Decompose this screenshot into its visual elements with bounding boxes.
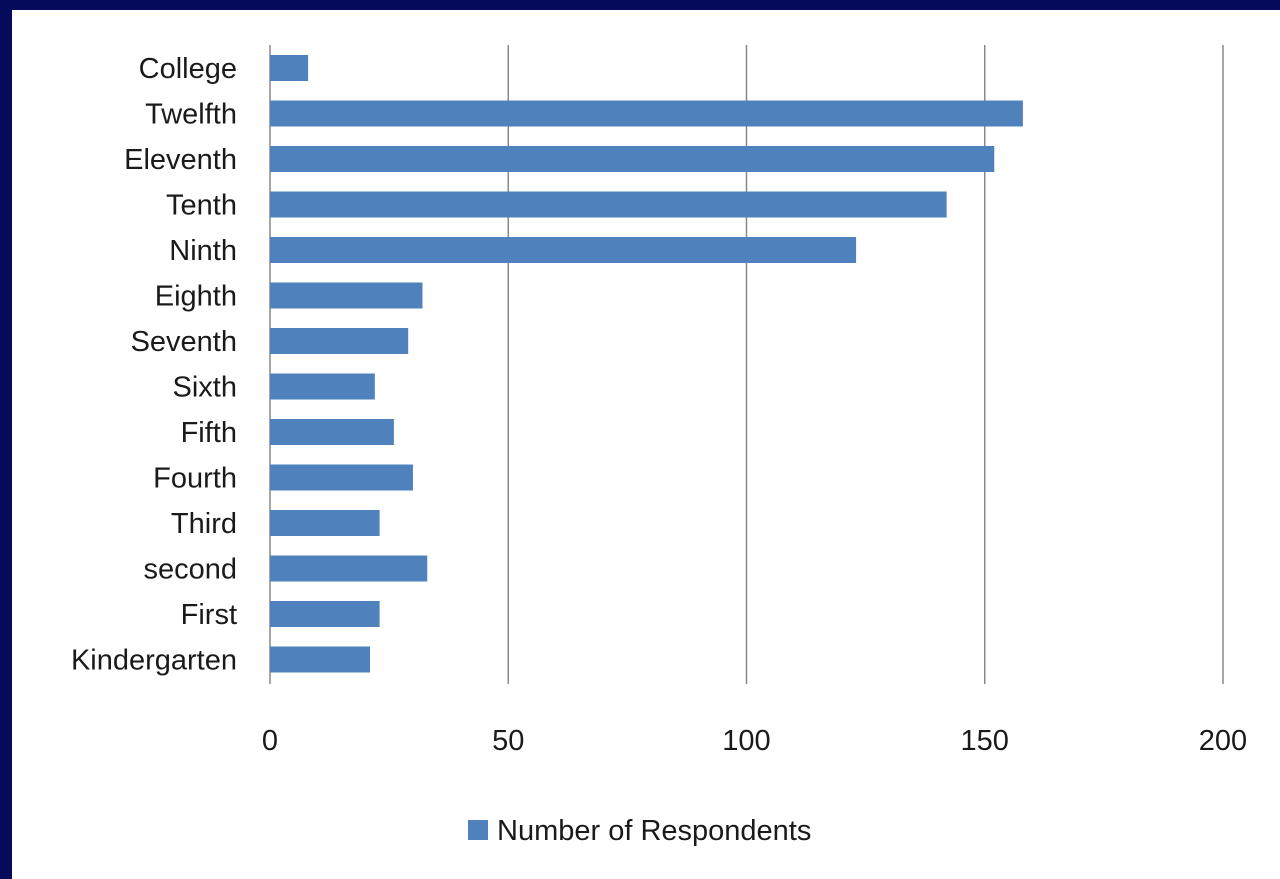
grid-lines (269, 45, 1224, 684)
legend-label: Number of Respondents (497, 815, 811, 847)
bar-kindergarten (270, 646, 371, 673)
category-label-twelfth: Twelfth (145, 99, 237, 131)
bar-tenth (270, 191, 947, 218)
bar-fourth (270, 464, 413, 491)
x-tick-label-150: 150 (961, 725, 1009, 757)
bars (270, 55, 1023, 673)
bar-eighth (270, 282, 423, 309)
category-label-third: Third (171, 508, 237, 540)
bar-eleventh (270, 146, 995, 172)
category-labels: College Twelfth Eleventh Tenth Ninth Eighth Se… (71, 53, 237, 677)
category-label-second: second (143, 554, 237, 586)
legend: Number of Respondents (468, 815, 811, 847)
x-tick-labels: 0 50 100 150 200 (262, 725, 1247, 757)
bar-first (270, 601, 380, 627)
x-tick-label-200: 200 (1199, 725, 1247, 757)
x-tick-label-100: 100 (722, 725, 770, 757)
category-label-sixth: Sixth (173, 372, 237, 404)
bar-sixth (270, 373, 375, 400)
bar-fifth (270, 419, 394, 445)
x-tick-label-0: 0 (262, 725, 278, 757)
category-label-fourth: Fourth (153, 463, 237, 495)
bar-second (270, 555, 428, 582)
bar-seventh (270, 328, 409, 354)
bar-twelfth (270, 100, 1023, 127)
category-label-eighth: Eighth (155, 281, 237, 313)
category-label-first: First (181, 599, 237, 631)
x-tick-label-50: 50 (492, 725, 524, 757)
bar-college (270, 55, 309, 81)
category-label-kindergarten: Kindergarten (71, 645, 237, 677)
category-label-fifth: Fifth (181, 417, 237, 449)
bar-ninth (270, 237, 857, 263)
legend-swatch (468, 820, 488, 840)
category-label-seventh: Seventh (131, 326, 237, 358)
category-label-ninth: Ninth (169, 235, 237, 267)
category-label-tenth: Tenth (166, 190, 237, 222)
bar-third (270, 510, 380, 536)
category-label-eleventh: Eleventh (124, 144, 237, 176)
category-label-college: College (139, 53, 237, 85)
